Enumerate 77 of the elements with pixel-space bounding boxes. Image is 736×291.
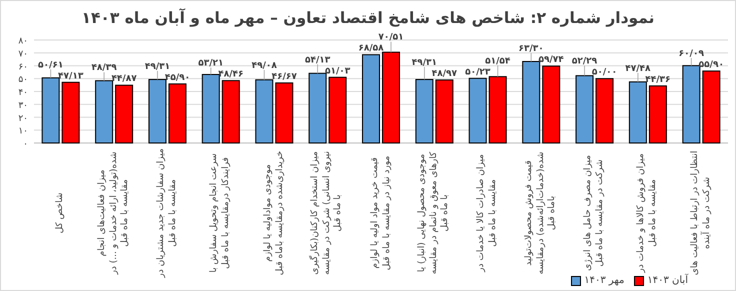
bar bbox=[148, 79, 166, 144]
bar bbox=[468, 78, 487, 144]
bar bbox=[522, 61, 540, 144]
data-label: ۴۸/۹۷ bbox=[432, 68, 458, 79]
data-label: ۵۲/۲۹ bbox=[572, 56, 598, 67]
category: میزان فروش کالاها و خدمات در مقایسه با ماه قبل bbox=[636, 152, 659, 275]
title: نمودار شماره ۲: شاخص های شامخ اقتصاد تعاون – مهر ماه و آبان ماه ۱۴۰۳ bbox=[82, 9, 654, 27]
data-label: ۵۴/۱۳ bbox=[304, 55, 331, 66]
data-label: ۴۴/۸۷ bbox=[111, 74, 138, 84]
category: میزان استخدام کارکنان(بکارگیری نیروی انسانی) شرکت در مقایسه با ماه قبل bbox=[310, 150, 344, 277]
data-label: ۴۵/۹۰ bbox=[164, 72, 190, 83]
bar bbox=[308, 72, 327, 144]
bar bbox=[702, 70, 720, 144]
ytick: ۸۰ bbox=[18, 36, 28, 46]
data-label: ۷۰/۵۱ bbox=[378, 32, 404, 43]
bar bbox=[488, 76, 507, 144]
bar bbox=[628, 81, 647, 144]
data-label: ۶۸/۵۸ bbox=[358, 44, 384, 54]
data-label: ۴۶/۶۷ bbox=[272, 72, 298, 82]
data-label: ۵۹/۷۴ bbox=[538, 55, 564, 66]
bar bbox=[168, 83, 186, 144]
category: موجودی مواداولیه یا لوازم خریداری‌شده درمقایسه باماه قبل bbox=[262, 150, 286, 278]
ytick: ۵۰ bbox=[18, 75, 28, 86]
bar bbox=[275, 82, 294, 144]
bar bbox=[596, 78, 614, 144]
category: موجودی محصول نهایی (انبار) یا کارهای معوق و ناتمام در مقایسه با ماه قبل bbox=[416, 150, 451, 276]
legend-label: مهر ۱۴۰۳ bbox=[584, 275, 624, 286]
data-label: ۴۹/۳۱ bbox=[144, 62, 170, 72]
data-label: ۴۷/۴۸ bbox=[625, 64, 652, 74]
data-label: ۵۵/۹۰ bbox=[698, 60, 724, 70]
category: میزان سفارشات جدید مشتریان در مقایسه با ماه قبل bbox=[156, 148, 178, 278]
ytick: ۲۰ bbox=[18, 114, 28, 124]
bar bbox=[62, 82, 80, 144]
bar bbox=[435, 79, 454, 144]
bar bbox=[255, 79, 274, 144]
category: شاخص کل bbox=[54, 192, 66, 236]
ytick: ۰ bbox=[23, 140, 28, 150]
bar bbox=[648, 85, 667, 144]
data-label: ۵۰/۰۰ bbox=[592, 68, 618, 78]
data-label: ۴۹/۳۱ bbox=[412, 58, 438, 68]
data-label: ۵۰/۶۱ bbox=[38, 60, 64, 70]
bar bbox=[682, 65, 700, 144]
ytick: ۴۰ bbox=[18, 88, 28, 98]
bar bbox=[42, 77, 60, 144]
bar bbox=[362, 54, 380, 144]
legend-label: آبان ۱۴۰۳ bbox=[647, 275, 688, 286]
category: میزان فعالیت‌های انجام شده(تولید، ارائه خدمات و ...) در مقایسه با ماه قبل bbox=[96, 150, 131, 277]
data-label: ۵۳/۲۱ bbox=[198, 58, 224, 69]
bar bbox=[576, 75, 594, 144]
bar bbox=[415, 79, 434, 144]
data-label: ۵۱/۵۴ bbox=[485, 56, 511, 66]
category: انتظارات در ارتباط با فعالیت های شرکت در ماه آینده bbox=[690, 150, 712, 278]
data-label: ۶۳/۳۰ bbox=[518, 44, 544, 54]
bar bbox=[95, 80, 114, 144]
bar bbox=[382, 52, 400, 144]
data-label: ۵۱/۰۳ bbox=[324, 66, 351, 76]
category: سرعت انجام وتحویل سفارش با فرایندکار درمقایسه با ماه قبل bbox=[209, 152, 232, 275]
category: قیمت فروش محصولات‌تولید شده(خدمات‌ارائه‌شده) درمقایسه باماه قبل bbox=[524, 150, 558, 276]
data-label: ۴۸/۳۹ bbox=[91, 63, 118, 74]
ytick: ۶۰ bbox=[18, 62, 28, 72]
bar bbox=[542, 66, 560, 144]
category: میزان صادرات کالا یا خدمات در مقایسه با ماه قبل bbox=[476, 153, 499, 274]
ytick: ۷۰ bbox=[18, 49, 28, 60]
data-label: ۵۰/۲۳ bbox=[465, 67, 491, 78]
bar bbox=[328, 76, 347, 144]
data-label: ۴۸/۴۶ bbox=[218, 70, 244, 80]
bar bbox=[222, 80, 240, 144]
data-label: ۴۹/۰۸ bbox=[252, 60, 278, 71]
bar bbox=[115, 84, 134, 144]
data-label: ۶۰/۰۹ bbox=[678, 49, 704, 60]
data-label: ۴۷/۱۳ bbox=[58, 71, 84, 82]
category: قیمت خرید مواد اولیه یا لوازم مورد نیاز در مقایسه با ماه قبل bbox=[370, 154, 392, 272]
category: میزان مصرف حامل های انرژی شرکت در مقایسه با ماه قبل bbox=[583, 154, 606, 273]
data-label: ۴۴/۳۶ bbox=[645, 74, 671, 85]
bar bbox=[202, 74, 220, 144]
ytick: ۱۰ bbox=[18, 126, 28, 137]
ytick: ۳۰ bbox=[18, 100, 28, 111]
